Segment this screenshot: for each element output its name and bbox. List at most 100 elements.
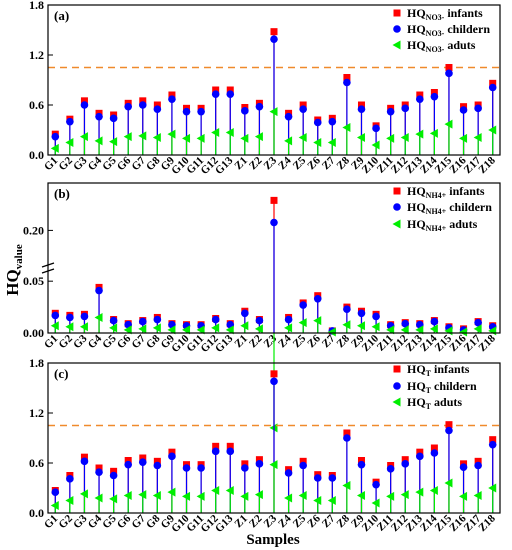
data-point	[269, 107, 278, 117]
plot-frame	[47, 362, 501, 514]
data-point	[95, 468, 103, 476]
data-point	[167, 129, 176, 139]
data-point	[211, 447, 220, 456]
data-point	[167, 325, 176, 335]
data-point	[298, 133, 307, 142]
data-point	[445, 426, 453, 435]
data-point	[416, 452, 424, 461]
data-point	[139, 454, 147, 462]
data-point	[342, 320, 351, 330]
data-point	[226, 86, 234, 94]
data-point	[357, 460, 366, 469]
data-point	[342, 481, 351, 490]
legend-entry: HQNH4+ childern	[407, 200, 492, 216]
data-point	[488, 83, 497, 92]
data-point	[255, 102, 264, 111]
panel-b: 0.000.050.20G1G2G3G4G5G6G7G8G9G10G11G12G…	[23, 182, 501, 433]
data-point	[182, 491, 191, 501]
data-point	[400, 325, 409, 335]
data-point	[343, 305, 351, 313]
data-point	[313, 496, 322, 505]
data-point	[371, 498, 380, 508]
data-point	[153, 101, 161, 109]
data-point	[80, 101, 89, 109]
legend-entry: HQT infants	[407, 362, 470, 378]
data-point	[429, 128, 438, 138]
data-point	[401, 456, 409, 464]
data-point	[95, 464, 103, 472]
y-tick-label: 1.8	[29, 356, 44, 370]
data-point	[313, 138, 322, 147]
data-point	[313, 474, 322, 482]
data-point	[386, 107, 395, 116]
data-point	[226, 447, 235, 456]
data-point	[123, 491, 132, 500]
data-point	[270, 370, 278, 378]
data-point	[371, 322, 380, 332]
data-point	[168, 95, 176, 103]
data-point	[386, 465, 395, 473]
data-point	[80, 453, 88, 461]
data-point	[95, 286, 103, 295]
data-point	[123, 132, 132, 142]
data-point	[372, 312, 380, 321]
data-point	[489, 79, 497, 87]
data-point	[51, 132, 60, 141]
data-point	[225, 325, 234, 335]
data-point	[356, 133, 365, 142]
data-point	[459, 491, 468, 501]
data-point	[66, 313, 74, 322]
legend-marker	[392, 40, 401, 50]
panel-a: 0.00.61.21.8G1G2G3G4G5G6G7G8G9G10G11G12G…	[29, 0, 501, 177]
data-point	[211, 128, 220, 137]
data-point	[270, 377, 278, 386]
data-point	[110, 467, 118, 475]
data-point	[255, 316, 264, 325]
y-tick-label: 0.05	[23, 274, 44, 288]
data-point	[473, 133, 482, 142]
data-point	[152, 133, 161, 142]
data-point	[182, 464, 191, 472]
y-axis-label: HQvalue	[3, 244, 25, 296]
data-point	[313, 316, 322, 326]
data-point	[153, 461, 162, 470]
data-point	[298, 318, 307, 328]
legend-entry: HQNH4+ infants	[407, 184, 485, 200]
data-point	[284, 493, 293, 503]
legend-marker	[392, 219, 401, 229]
panel-label: (c)	[54, 366, 68, 381]
y-tick-label: 0.6	[29, 98, 44, 112]
data-point	[51, 488, 60, 496]
legend-entry: HQNO3- infants	[407, 6, 483, 22]
data-point	[152, 323, 161, 333]
data-point	[429, 324, 438, 334]
data-point	[342, 123, 351, 132]
data-point	[357, 457, 365, 464]
data-point	[226, 442, 234, 450]
data-point	[430, 449, 439, 457]
legend-entry: HQNO3- childern	[407, 22, 490, 38]
data-point	[430, 444, 438, 452]
data-point	[66, 475, 74, 483]
data-point	[284, 112, 293, 121]
data-point	[80, 312, 89, 321]
y-tick-label: 0.0	[29, 148, 44, 162]
y-tick-label: 0.20	[23, 223, 44, 237]
data-point	[138, 317, 147, 326]
data-point	[109, 471, 118, 480]
panel-label: (b)	[54, 186, 70, 201]
data-point	[488, 483, 497, 493]
data-point	[241, 107, 249, 115]
data-point	[138, 324, 147, 334]
data-point	[459, 327, 468, 337]
data-point	[153, 315, 162, 324]
data-point	[357, 105, 366, 113]
data-point	[459, 463, 468, 471]
data-point	[357, 101, 365, 109]
data-point	[50, 143, 59, 153]
data-point	[241, 309, 249, 318]
data-point	[79, 132, 88, 142]
data-point	[65, 138, 74, 147]
legend-entry: HQT aduts	[407, 395, 462, 411]
